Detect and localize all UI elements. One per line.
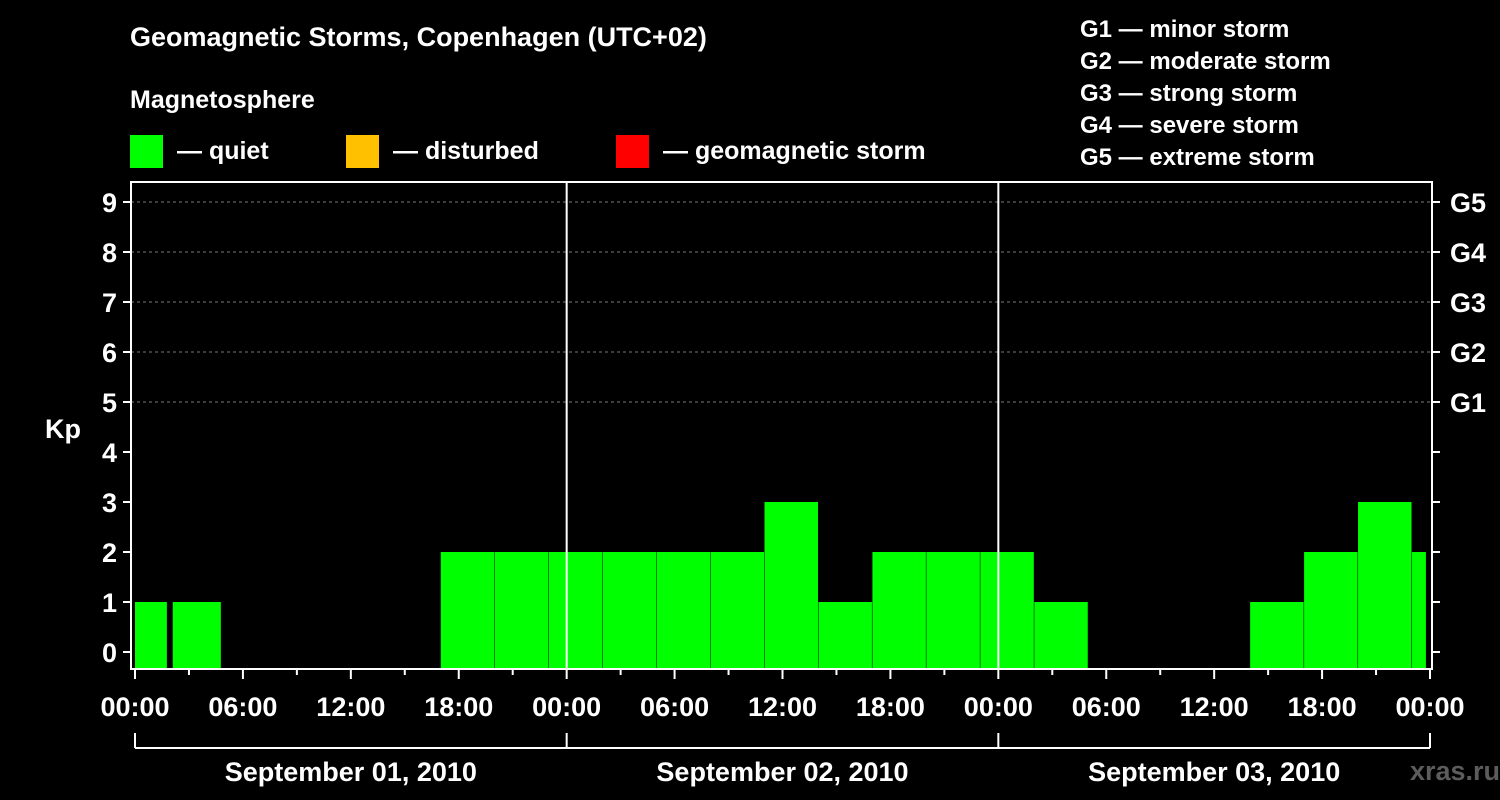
bar: [926, 552, 980, 668]
bar: [1250, 602, 1304, 668]
day-label: September 03, 2010: [1088, 757, 1340, 787]
bar: [602, 552, 657, 668]
bar: [1034, 602, 1088, 668]
legend-subtitle: Magnetosphere: [130, 86, 315, 114]
g-scale-item: G5 — extreme storm: [1080, 144, 1315, 171]
x-tick-label: 18:00: [856, 692, 925, 722]
legend-label-storm: — geomagnetic storm: [663, 136, 926, 165]
bar: [1412, 552, 1426, 668]
y-tick-label: 4: [102, 438, 117, 468]
g-level-label: G3: [1450, 288, 1486, 318]
bar: [548, 552, 603, 668]
bar: [872, 552, 926, 668]
bar: [656, 552, 711, 668]
g-level-label: G4: [1450, 238, 1486, 268]
bar: [764, 502, 818, 668]
bar: [1358, 502, 1412, 668]
x-tick-label: 18:00: [424, 692, 493, 722]
x-tick-label: 06:00: [640, 692, 709, 722]
bar: [818, 602, 872, 668]
g-scale-legend: G1 — minor storm G2 — moderate storm G3 …: [1080, 14, 1331, 174]
legend-label-quiet: — quiet: [177, 136, 269, 165]
x-tick-label: 12:00: [316, 692, 385, 722]
x-tick-label: 00:00: [1395, 692, 1464, 722]
x-tick-label: 00:00: [100, 692, 169, 722]
g-level-label: G5: [1450, 188, 1486, 218]
g-level-label: G2: [1450, 338, 1486, 368]
g-scale-item: G3 — strong storm: [1080, 80, 1298, 107]
y-tick-label: 8: [102, 238, 117, 268]
watermark: xras.ru: [1409, 756, 1500, 786]
bar: [980, 552, 1034, 668]
y-tick-label: 7: [102, 288, 117, 318]
bar: [494, 552, 549, 668]
x-tick-label: 06:00: [1072, 692, 1141, 722]
legend-swatch-storm: [616, 134, 649, 168]
x-tick-label: 00:00: [964, 692, 1033, 722]
bar: [172, 602, 221, 668]
y-tick-label: 3: [102, 488, 117, 518]
x-tick-label: 12:00: [1180, 692, 1249, 722]
legend-item-disturbed: — disturbed: [346, 134, 539, 168]
bar: [135, 602, 167, 668]
legend-swatch-quiet: [130, 134, 163, 168]
x-tick-label: 00:00: [532, 692, 601, 722]
g-level-label: G1: [1450, 388, 1486, 418]
x-tick-label: 12:00: [748, 692, 817, 722]
chart-title: Geomagnetic Storms, Copenhagen (UTC+02): [130, 22, 707, 52]
legend-label-disturbed: — disturbed: [393, 136, 539, 165]
y-tick-label: 5: [102, 388, 117, 418]
day-label: September 02, 2010: [656, 757, 908, 787]
day-label: September 01, 2010: [225, 757, 477, 787]
legend-swatch-disturbed: [346, 134, 379, 168]
legend-item-quiet: — quiet: [130, 134, 269, 168]
bar: [1304, 552, 1358, 668]
x-tick-label: 06:00: [208, 692, 277, 722]
y-axis-label: Kp: [45, 414, 81, 444]
y-tick-label: 0: [102, 638, 117, 668]
g-scale-item: G1 — minor storm: [1080, 16, 1290, 43]
y-tick-label: 9: [102, 188, 117, 218]
bar: [710, 552, 765, 668]
x-tick-label: 18:00: [1288, 692, 1357, 722]
g-scale-item: G2 — moderate storm: [1080, 48, 1331, 75]
g-scale-item: G4 — severe storm: [1080, 112, 1299, 139]
y-tick-label: 2: [102, 538, 117, 568]
y-tick-label: 6: [102, 338, 117, 368]
bar: [440, 552, 495, 668]
y-tick-label: 1: [102, 588, 117, 618]
legend-item-storm: — geomagnetic storm: [616, 134, 926, 168]
